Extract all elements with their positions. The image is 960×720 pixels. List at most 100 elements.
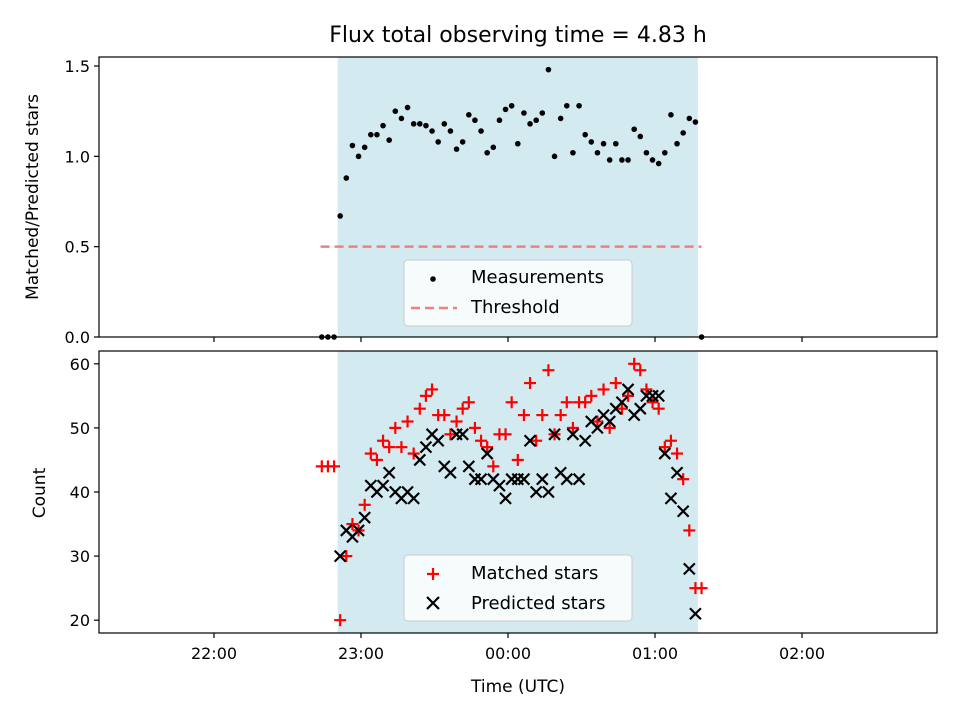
predicted-marker-stroke [462, 460, 476, 473]
measurement-point [527, 121, 533, 127]
measurement-point [619, 157, 625, 163]
measurement-point [508, 102, 515, 109]
predicted-marker-stroke [523, 434, 537, 448]
predicted-marker-stroke [597, 408, 610, 422]
predicted-marker-stroke [689, 607, 702, 621]
matched-star-point [683, 524, 696, 537]
measurement-point [441, 121, 448, 127]
legend-threshold-label: Threshold [470, 297, 560, 318]
predicted-marker-stroke [517, 472, 531, 486]
matched-star-point [407, 447, 420, 460]
matched-star-point [646, 396, 659, 409]
measurement-point [613, 140, 619, 147]
predicted-marker-stroke [487, 472, 500, 486]
measurement-point [410, 121, 417, 127]
measurement-point [398, 115, 405, 122]
matched-star-point [401, 415, 414, 428]
matched-star-point [511, 453, 524, 466]
measurement-point [668, 112, 674, 118]
predicted-star-point [480, 447, 494, 460]
matched-star-point [468, 421, 481, 434]
legend-predicted-marker [426, 596, 440, 610]
matched-star-point [395, 441, 408, 454]
measurement-point [361, 144, 368, 151]
predicted-marker-stroke [407, 492, 420, 505]
matched-star-point [426, 383, 439, 396]
matched-star-point [695, 582, 708, 595]
predicted-star-point [431, 434, 445, 448]
predicted-star-point [517, 472, 531, 486]
predicted-marker-stroke [456, 428, 469, 441]
matched-star-point [609, 377, 622, 390]
predicted-marker-stroke [364, 479, 378, 492]
predicted-star-point [352, 524, 365, 537]
matched-star-point [671, 447, 684, 460]
predicted-star-point [664, 492, 678, 505]
predicted-star-point [529, 485, 543, 499]
predicted-star-point [566, 428, 580, 441]
predicted-marker-stroke [438, 460, 451, 473]
count-yaxis: 20 30 40 50 60 [70, 355, 99, 630]
matched-star-point [536, 409, 549, 422]
ratio-legend: Measurements Threshold [403, 259, 633, 327]
predicted-star-point [634, 402, 647, 415]
matched-star-point [487, 460, 500, 473]
predicted-star-point [591, 421, 604, 435]
measurement-point [674, 140, 680, 147]
matched-star-point [462, 396, 475, 409]
predicted-marker-stroke [591, 421, 604, 435]
matched-star-point [640, 383, 653, 396]
predicted-star-point [658, 447, 672, 460]
predicted-marker-stroke [425, 428, 439, 441]
predicted-star-point [621, 383, 635, 396]
matched-points-layer [315, 357, 708, 627]
matched-star-point [517, 409, 530, 422]
matched-star-point [340, 550, 353, 563]
predicted-star-point [683, 562, 696, 576]
predicted-marker-stroke [566, 428, 580, 441]
predicted-star-point [548, 428, 561, 441]
predicted-marker-stroke [389, 485, 402, 499]
measurement-point [533, 117, 539, 124]
matched-star-point [383, 441, 396, 454]
predicted-marker-stroke [615, 395, 629, 409]
measurement-point [355, 153, 362, 160]
predicted-star-point [689, 607, 702, 621]
matched-star-point [664, 434, 677, 447]
matched-star-point [658, 441, 671, 454]
measurement-point [582, 131, 588, 138]
matched-star-point [419, 389, 432, 402]
matched-star-point [456, 402, 469, 415]
predicted-marker-stroke [548, 428, 561, 441]
predicted-marker-stroke [499, 492, 512, 505]
matched-star-point [634, 364, 647, 377]
predicted-star-point [474, 472, 488, 486]
measurement-point [490, 144, 497, 151]
matched-star-point [628, 357, 641, 370]
predicted-star-point [615, 395, 629, 409]
predicted-marker-stroke [560, 472, 574, 486]
measurement-point [374, 131, 380, 138]
measurement-point [521, 110, 527, 116]
count-ylabel: Count [30, 467, 50, 518]
predicted-star-point [382, 466, 396, 480]
measurement-point [392, 108, 399, 114]
predicted-star-point [462, 460, 476, 473]
matched-star-point [505, 396, 518, 409]
measurement-point [368, 131, 374, 138]
measurement-point [655, 160, 662, 167]
measurement-point [349, 142, 356, 149]
predicted-marker-stroke [683, 562, 696, 576]
measurement-point [472, 117, 478, 124]
predicted-marker-stroke [670, 466, 684, 480]
ytick-label: 0.5 [65, 238, 90, 257]
matched-star-point [438, 409, 451, 422]
matched-star-point [597, 383, 610, 396]
xtick-label: 22:00 [191, 644, 237, 663]
measurement-point [484, 149, 490, 156]
measurement-point [502, 106, 509, 113]
matched-star-point [677, 473, 690, 486]
ytick-label: 40 [70, 483, 90, 502]
predicted-marker-stroke [652, 389, 665, 403]
matched-star-point [560, 396, 573, 409]
